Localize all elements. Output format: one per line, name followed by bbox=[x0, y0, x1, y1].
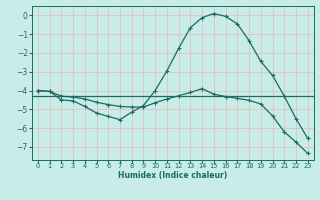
X-axis label: Humidex (Indice chaleur): Humidex (Indice chaleur) bbox=[118, 171, 228, 180]
